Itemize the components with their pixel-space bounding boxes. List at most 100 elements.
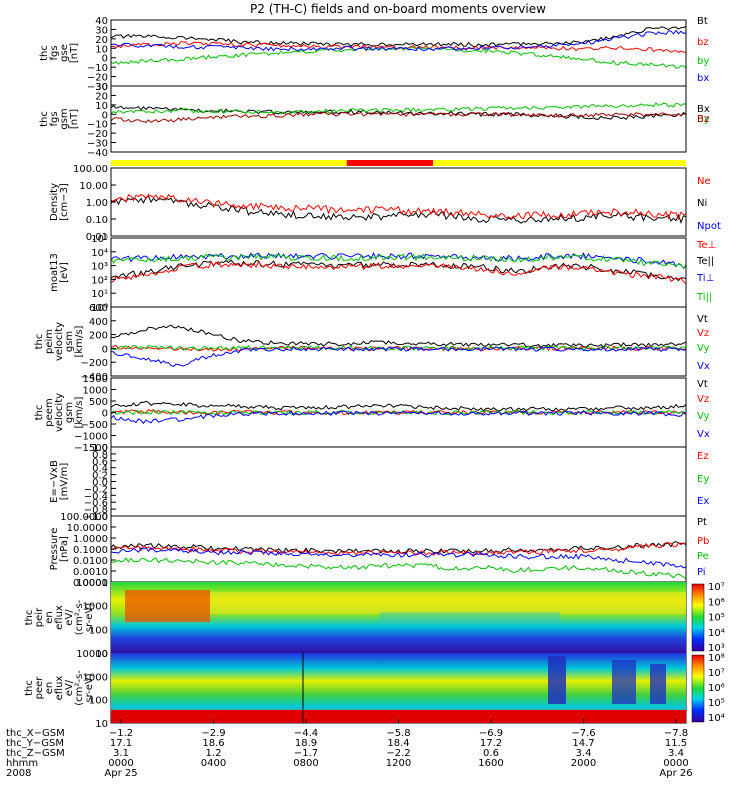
colorbar-label-peir-eflux: 10³ bbox=[708, 643, 725, 654]
x-axis-value-y: 18.6 bbox=[202, 738, 224, 749]
mode-bar bbox=[111, 160, 686, 166]
legend-fgs-gse-by: by bbox=[697, 56, 709, 67]
y-tick-label-efield: −0.6 bbox=[84, 498, 108, 509]
series-line-density-Ni bbox=[110, 195, 687, 225]
colorbar-label-peir-eflux: 10⁷ bbox=[708, 582, 725, 593]
y-axis-label-peir-eflux: eV/ bbox=[64, 609, 75, 626]
panel-peim-velocity: 600 400 200 0 −200 −400 thc peim velocity gsm [km/… bbox=[34, 303, 710, 383]
y-tick-label-peir-eflux: 1000 bbox=[83, 602, 108, 613]
y-tick-label-pressure: 1.0000 bbox=[73, 534, 108, 545]
y-tick-label-pressure: 10.0000 bbox=[67, 523, 108, 534]
x-axis-value-hhmm: 0800 bbox=[293, 758, 318, 769]
y-tick-label-density: 100.00 bbox=[73, 164, 108, 175]
y-tick-label-peer-eflux: 1000 bbox=[83, 672, 108, 683]
y-axis-label-temperature: [eV] bbox=[59, 262, 70, 283]
y-tick-label-temperature: 10³ bbox=[91, 262, 108, 273]
y-axis-label-peir-eflux: sr-eV) bbox=[84, 603, 95, 632]
legend-temperature-Ti⊥: Ti⊥ bbox=[696, 273, 714, 284]
y-tick-label-peem-velocity: 1000 bbox=[83, 386, 108, 397]
colorbar-label-peir-eflux: 10⁴ bbox=[708, 628, 725, 639]
electron-bottom-red bbox=[111, 710, 686, 723]
electron-spectrogram bbox=[111, 653, 686, 723]
x-axis-row-label: hhmm bbox=[6, 758, 38, 769]
panel-frame-temperature bbox=[110, 237, 687, 308]
electron-colorbar-fill bbox=[691, 654, 705, 723]
series-line-peem-velocity-Vx bbox=[110, 410, 686, 425]
y-tick-label-peim-velocity: 600 bbox=[89, 303, 108, 314]
legend-fgs-gsm-Bz: Bz bbox=[697, 114, 709, 125]
y-axis-label-peir-eflux: peir bbox=[34, 607, 45, 627]
colorbar-label-peer-eflux: 10⁶ bbox=[708, 683, 725, 694]
electron-colorbar bbox=[691, 654, 705, 723]
panel-pressure: 100.000010.00001.00000.10000.01000.00100… bbox=[49, 512, 709, 589]
y-axis-label-fgs-gsm: thc bbox=[39, 111, 50, 127]
y-axis-label-peer-eflux: en bbox=[44, 682, 55, 695]
y-tick-label-temperature: 10¹ bbox=[91, 289, 108, 300]
y-axis-label-fgs-gsm: [nT] bbox=[69, 109, 80, 129]
y-axis-label-peir-eflux: thc bbox=[24, 610, 35, 626]
y-axis-label-temperature: moat13 bbox=[49, 253, 60, 292]
legend-peim-velocity-Vt: Vt bbox=[697, 314, 708, 325]
y-axis-label-density: Density bbox=[49, 183, 60, 221]
y-tick-label-fgs-gsm: 10 bbox=[95, 101, 108, 112]
y-axis-label-fgs-gse: thc bbox=[39, 45, 50, 61]
panel-frame-fgs-gsm bbox=[110, 85, 687, 153]
x-axis-value-y: 14.7 bbox=[572, 738, 594, 749]
series-line-fgs-gse-Bt bbox=[110, 25, 687, 48]
y-tick-label-peer-eflux: 100 bbox=[89, 696, 108, 707]
y-tick-label-temperature: 10⁵ bbox=[91, 234, 108, 245]
legend-efield-Ey: Ey bbox=[697, 474, 709, 485]
x-axis-value-z: 1.2 bbox=[206, 748, 222, 759]
ion-colorbar bbox=[691, 583, 705, 652]
y-tick-label-temperature: 10² bbox=[91, 275, 108, 286]
y-tick-label-fgs-gsm: 0 bbox=[102, 110, 108, 121]
y-axis-label-peem-velocity: gsm bbox=[64, 402, 75, 423]
y-axis-label-fgs-gse: gse bbox=[59, 44, 70, 62]
y-axis-label-peem-velocity: velocity bbox=[54, 393, 65, 432]
colorbar-label-peir-eflux: 10⁶ bbox=[708, 597, 725, 608]
ion-spectrogram bbox=[111, 582, 686, 653]
legend-pressure-Pb: Pb bbox=[697, 536, 709, 547]
y-axis-label-peer-eflux: sr-eV) bbox=[84, 673, 95, 702]
x-axis-value-hhmm: 0000 bbox=[108, 758, 133, 769]
y-tick-label-pressure: 0.0001 bbox=[73, 578, 108, 589]
y-tick-label-peem-velocity: 0 bbox=[102, 409, 108, 420]
x-axis-value-x: −5.8 bbox=[386, 728, 410, 739]
y-tick-label-efield: −0.8 bbox=[84, 505, 108, 516]
y-tick-label-peim-velocity: −400 bbox=[81, 372, 108, 383]
legend-efield-Ex: Ex bbox=[697, 496, 709, 507]
legend-peem-velocity-Vz: Vz bbox=[697, 394, 709, 405]
y-tick-label-peer-eflux: 10 bbox=[95, 719, 108, 730]
x-axis-value-x: −7.6 bbox=[571, 728, 595, 739]
panel-frame-peim-velocity bbox=[110, 306, 687, 377]
series-line-peim-velocity-Vx bbox=[110, 346, 687, 367]
y-tick-label-peir-eflux: 10 bbox=[95, 649, 108, 660]
y-axis-label-efield: E=−VxB bbox=[49, 460, 60, 503]
y-tick-label-efield: 1.0 bbox=[92, 443, 108, 454]
x-axis-value-x: −2.9 bbox=[201, 728, 225, 739]
x-axis-value-y: 18.4 bbox=[387, 738, 409, 749]
mode-bar-segment bbox=[111, 160, 347, 166]
electron-blue-dip-2 bbox=[612, 660, 636, 704]
y-tick-label-fgs-gsm: 20 bbox=[95, 91, 108, 102]
x-axis-value-hhmm: 2000 bbox=[571, 758, 596, 769]
legend-peim-velocity-Vx: Vx bbox=[697, 361, 710, 372]
figure-title: P2 (TH-C) fields and on-board moments ov… bbox=[250, 2, 546, 16]
series-line-fgs-gsm-By bbox=[110, 102, 687, 115]
y-tick-label-peim-velocity: −200 bbox=[81, 358, 108, 369]
x-axis-value-y: 18.9 bbox=[295, 738, 317, 749]
mode-bar-segment bbox=[433, 160, 686, 166]
y-axis-label-peim-velocity: peim bbox=[44, 329, 55, 354]
y-axis-label-fgs-gsm: fgs bbox=[49, 111, 60, 126]
series-line-peem-velocity-Vt bbox=[110, 400, 687, 412]
y-tick-label-fgs-gse: −10 bbox=[87, 63, 108, 74]
y-tick-label-fgs-gse: 40 bbox=[95, 16, 108, 27]
x-axis-table: thc_X−GSMthc_Y−GSMthc_Z−GSMhhmm2008−1.21… bbox=[6, 719, 693, 779]
y-axis-label-density: [cm−3] bbox=[59, 183, 70, 221]
y-tick-label-density: 0.10 bbox=[86, 215, 108, 226]
y-tick-label-peem-velocity: 1500 bbox=[83, 374, 108, 385]
series-line-density-Ne bbox=[110, 193, 687, 221]
x-axis-value-x: −1.2 bbox=[109, 728, 133, 739]
